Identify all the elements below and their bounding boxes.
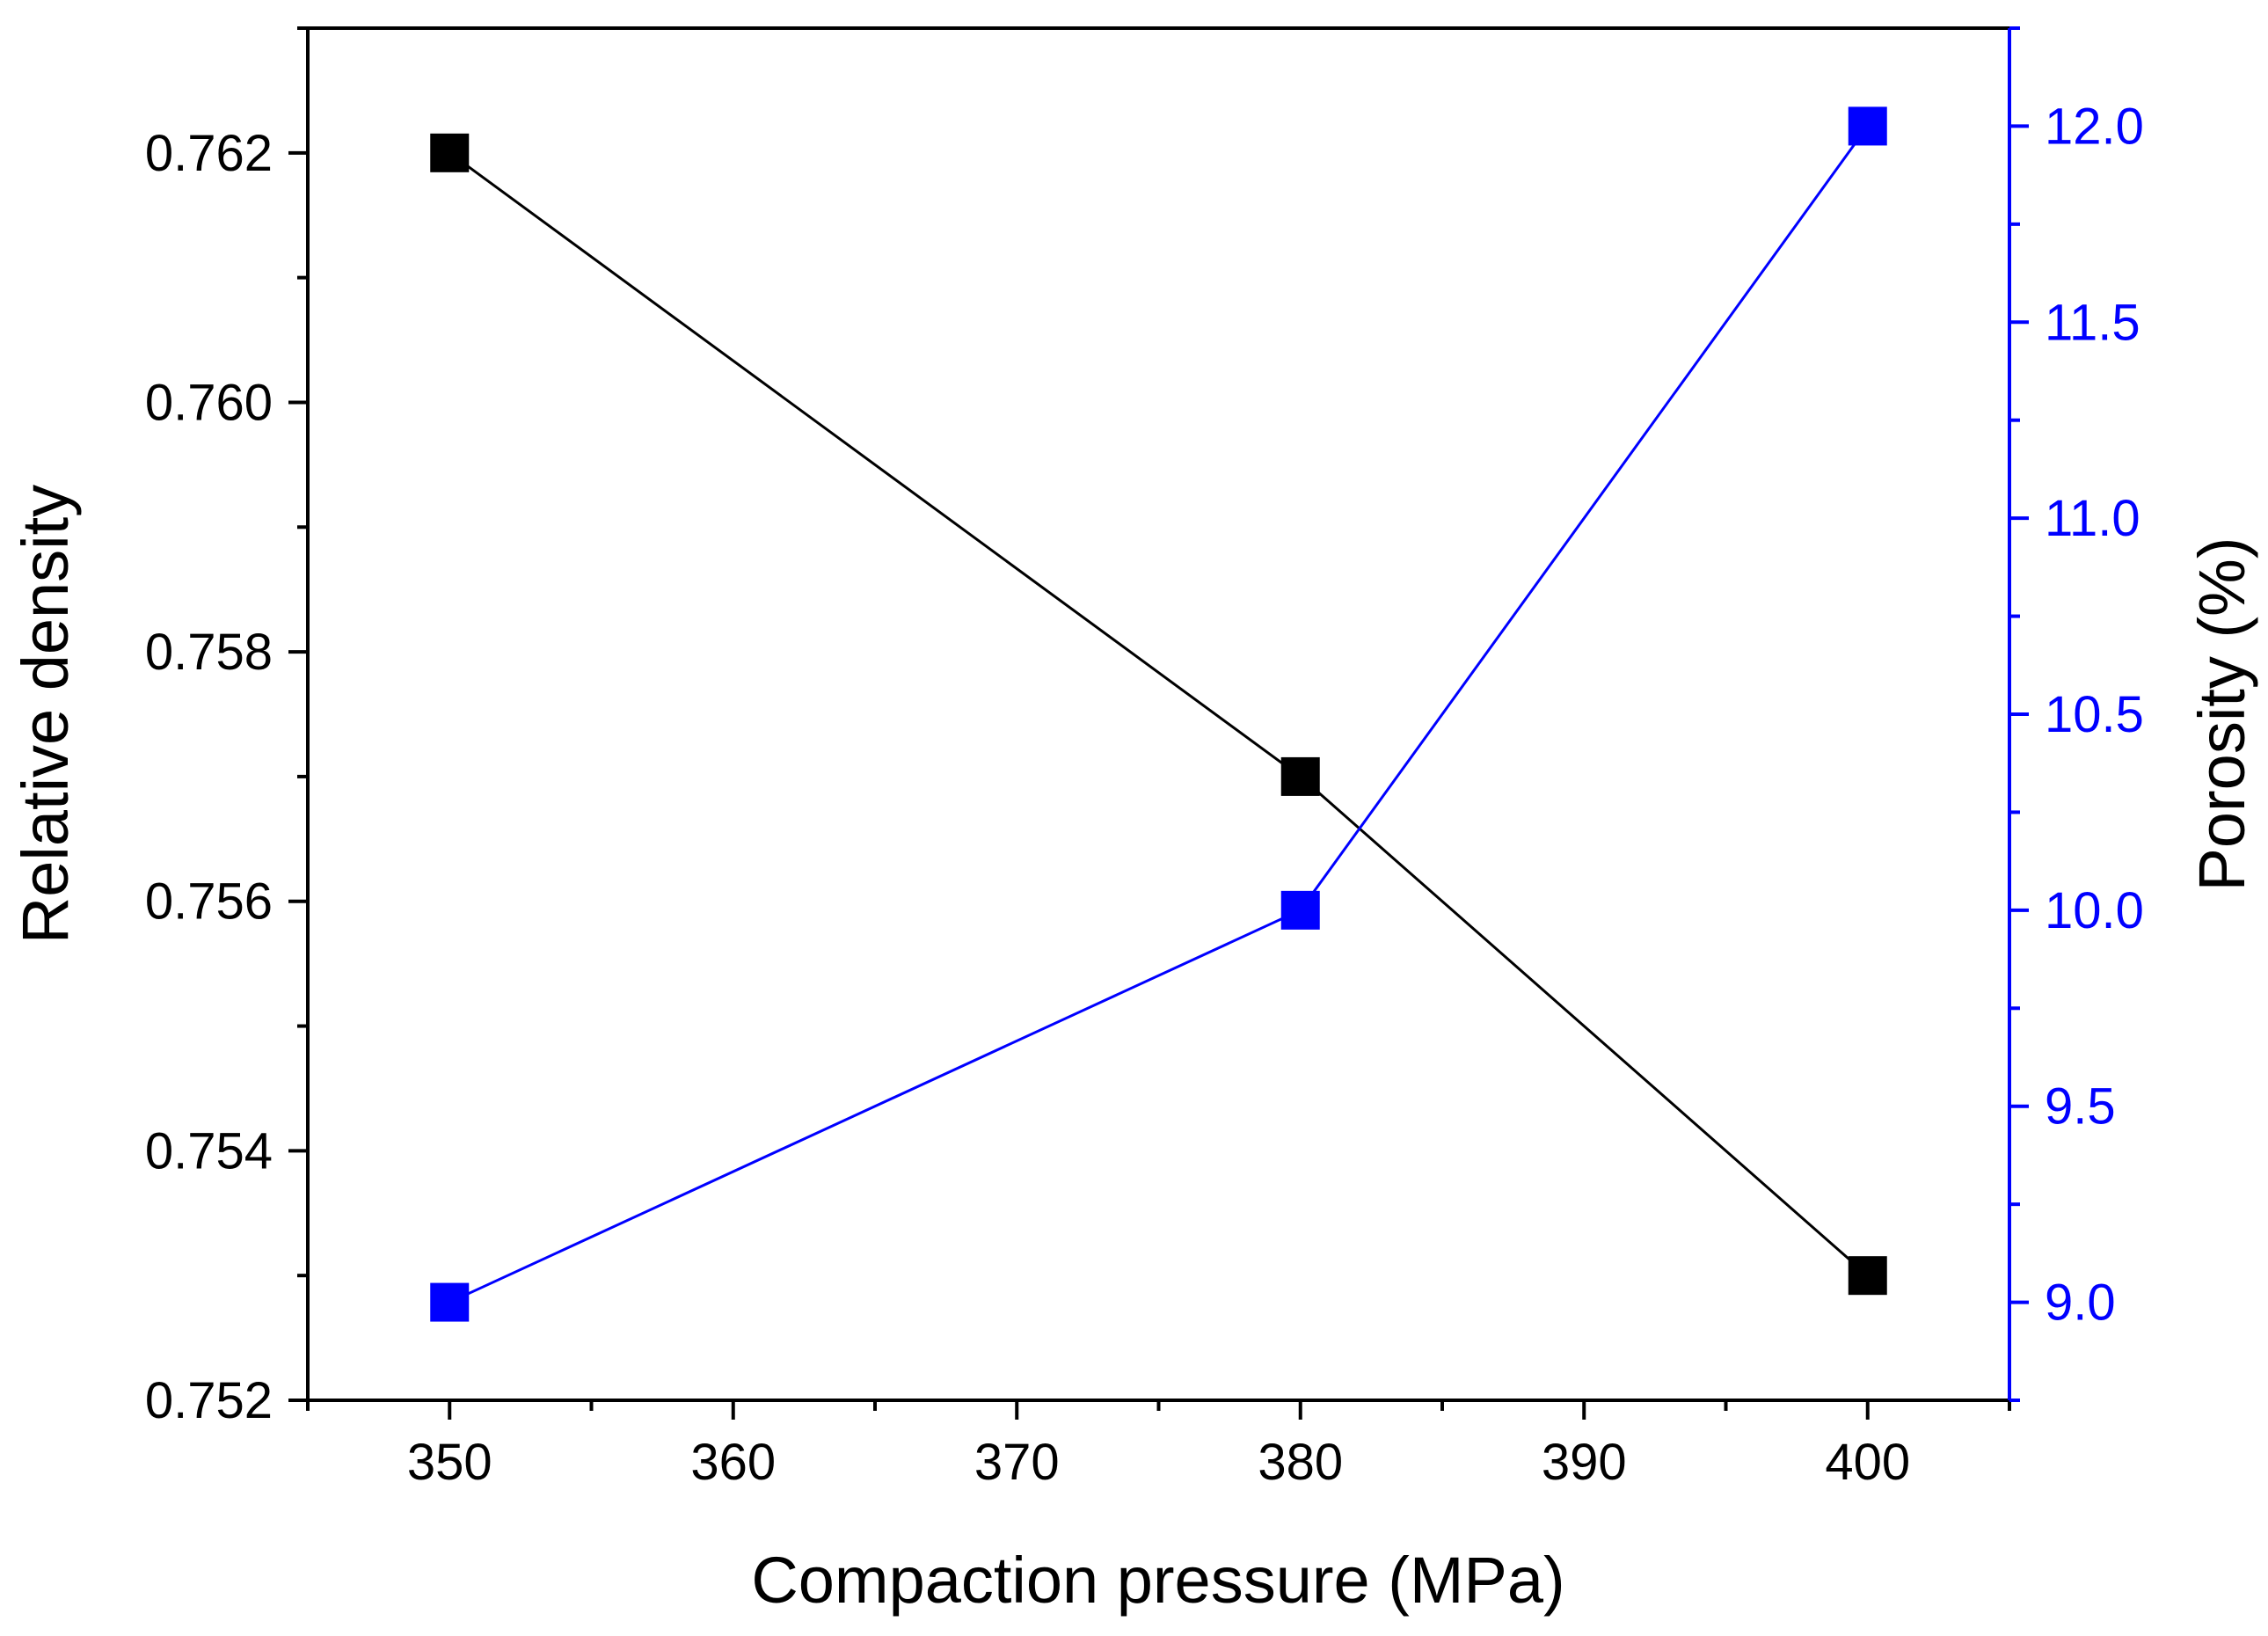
x-tick-label-400: 400 xyxy=(1825,1434,1910,1491)
porosity-series-line xyxy=(448,125,1869,1304)
relative-density-point-350 xyxy=(430,133,470,172)
plot-frame xyxy=(306,26,2011,1402)
left-y-tick-label-0.756: 0.756 xyxy=(145,873,273,931)
left-y-tick-label-0.752: 0.752 xyxy=(145,1372,273,1429)
porosity-point-400 xyxy=(1848,106,1887,146)
relative-density-series-line xyxy=(448,151,1869,1277)
x-tick-label-370: 370 xyxy=(974,1434,1060,1491)
series-layer xyxy=(430,106,1887,1322)
x-tick-label-350: 350 xyxy=(407,1434,492,1491)
left-y-tick-label-0.760: 0.760 xyxy=(145,374,273,431)
porosity-point-380 xyxy=(1280,890,1320,930)
right-y-tick-label-9.0: 9.0 xyxy=(2045,1274,2116,1332)
relative-density-point-380 xyxy=(1280,756,1320,796)
left-y-tick-label-0.758: 0.758 xyxy=(145,624,273,681)
right-y-axis-ticks: 9.0 9.5 10.0 10.5 11.0 11.5 12.0 xyxy=(2009,26,2144,1402)
left-y-axis-ticks: 0.752 0.754 0.756 0.758 0.760 0.762 xyxy=(145,26,308,1429)
left-y-axis-title: Relative density xyxy=(9,485,82,944)
x-axis-title: Compaction pressure (MPa) xyxy=(751,1544,1564,1617)
left-y-tick-label-0.754: 0.754 xyxy=(145,1122,273,1180)
right-y-tick-label-9.5: 9.5 xyxy=(2045,1078,2116,1136)
x-tick-label-380: 380 xyxy=(1258,1434,1343,1491)
porosity-point-350 xyxy=(430,1282,470,1322)
right-y-tick-label-10.0: 10.0 xyxy=(2045,882,2144,939)
left-y-tick-label-0.762: 0.762 xyxy=(145,125,273,182)
x-tick-label-390: 390 xyxy=(1542,1434,1627,1491)
right-y-tick-label-10.5: 10.5 xyxy=(2045,686,2144,743)
x-tick-label-360: 360 xyxy=(690,1434,776,1491)
right-y-tick-label-11.0: 11.0 xyxy=(2045,490,2140,547)
x-axis-ticks: 350 360 370 380 390 400 xyxy=(306,1400,2011,1491)
right-y-tick-label-11.5: 11.5 xyxy=(2045,294,2140,351)
right-y-axis-title: Porosity (%) xyxy=(2185,537,2258,892)
right-y-tick-label-12.0: 12.0 xyxy=(2045,98,2144,155)
relative-density-point-400 xyxy=(1848,1256,1887,1296)
